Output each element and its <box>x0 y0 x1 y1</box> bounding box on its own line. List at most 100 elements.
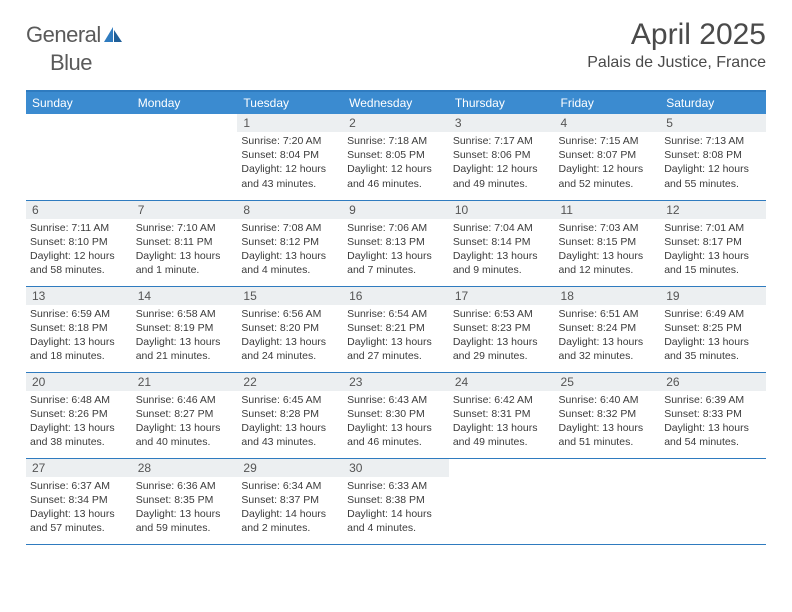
day-number: 27 <box>26 459 132 477</box>
daylight-text: Daylight: 14 hours and 2 minutes. <box>241 507 339 535</box>
sunrise-text: Sunrise: 7:15 AM <box>559 134 657 148</box>
sunrise-text: Sunrise: 7:17 AM <box>453 134 551 148</box>
daylight-text: Daylight: 13 hours and 15 minutes. <box>664 249 762 277</box>
day-number: 22 <box>237 373 343 391</box>
day-number: 12 <box>660 201 766 219</box>
brand-part2: Blue <box>50 50 92 75</box>
calendar-cell: 8Sunrise: 7:08 AMSunset: 8:12 PMDaylight… <box>237 200 343 286</box>
day-number: 4 <box>555 114 661 132</box>
sunrise-text: Sunrise: 7:06 AM <box>347 221 445 235</box>
calendar-cell <box>26 114 132 200</box>
sunset-text: Sunset: 8:14 PM <box>453 235 551 249</box>
calendar-cell: 17Sunrise: 6:53 AMSunset: 8:23 PMDayligh… <box>449 286 555 372</box>
calendar-cell <box>449 458 555 544</box>
calendar-cell: 16Sunrise: 6:54 AMSunset: 8:21 PMDayligh… <box>343 286 449 372</box>
sun-info: Sunrise: 6:33 AMSunset: 8:38 PMDaylight:… <box>343 477 449 536</box>
sunset-text: Sunset: 8:30 PM <box>347 407 445 421</box>
sun-info: Sunrise: 6:56 AMSunset: 8:20 PMDaylight:… <box>237 305 343 364</box>
day-number: 18 <box>555 287 661 305</box>
calendar-cell: 30Sunrise: 6:33 AMSunset: 8:38 PMDayligh… <box>343 458 449 544</box>
daylight-text: Daylight: 12 hours and 55 minutes. <box>664 162 762 190</box>
sunset-text: Sunset: 8:28 PM <box>241 407 339 421</box>
sun-info: Sunrise: 7:01 AMSunset: 8:17 PMDaylight:… <box>660 219 766 278</box>
calendar-row: 13Sunrise: 6:59 AMSunset: 8:18 PMDayligh… <box>26 286 766 372</box>
sunrise-text: Sunrise: 6:42 AM <box>453 393 551 407</box>
daylight-text: Daylight: 13 hours and 18 minutes. <box>30 335 128 363</box>
day-number: 2 <box>343 114 449 132</box>
sunset-text: Sunset: 8:24 PM <box>559 321 657 335</box>
calendar-cell: 7Sunrise: 7:10 AMSunset: 8:11 PMDaylight… <box>132 200 238 286</box>
sunset-text: Sunset: 8:13 PM <box>347 235 445 249</box>
daylight-text: Daylight: 13 hours and 27 minutes. <box>347 335 445 363</box>
sunset-text: Sunset: 8:20 PM <box>241 321 339 335</box>
sunrise-text: Sunrise: 6:56 AM <box>241 307 339 321</box>
dayhead-fri: Friday <box>555 91 661 114</box>
day-number: 29 <box>237 459 343 477</box>
sunset-text: Sunset: 8:17 PM <box>664 235 762 249</box>
calendar-cell: 18Sunrise: 6:51 AMSunset: 8:24 PMDayligh… <box>555 286 661 372</box>
sun-info: Sunrise: 6:36 AMSunset: 8:35 PMDaylight:… <box>132 477 238 536</box>
sunrise-text: Sunrise: 7:11 AM <box>30 221 128 235</box>
calendar-cell: 15Sunrise: 6:56 AMSunset: 8:20 PMDayligh… <box>237 286 343 372</box>
sunset-text: Sunset: 8:18 PM <box>30 321 128 335</box>
sun-info: Sunrise: 6:58 AMSunset: 8:19 PMDaylight:… <box>132 305 238 364</box>
daylight-text: Daylight: 13 hours and 7 minutes. <box>347 249 445 277</box>
calendar-table: Sunday Monday Tuesday Wednesday Thursday… <box>26 90 766 545</box>
calendar-cell: 6Sunrise: 7:11 AMSunset: 8:10 PMDaylight… <box>26 200 132 286</box>
daylight-text: Daylight: 12 hours and 58 minutes. <box>30 249 128 277</box>
sun-info: Sunrise: 6:43 AMSunset: 8:30 PMDaylight:… <box>343 391 449 450</box>
sunrise-text: Sunrise: 7:20 AM <box>241 134 339 148</box>
calendar-cell <box>555 458 661 544</box>
day-number: 17 <box>449 287 555 305</box>
sun-info: Sunrise: 6:49 AMSunset: 8:25 PMDaylight:… <box>660 305 766 364</box>
sunrise-text: Sunrise: 7:01 AM <box>664 221 762 235</box>
sunset-text: Sunset: 8:26 PM <box>30 407 128 421</box>
calendar-cell: 20Sunrise: 6:48 AMSunset: 8:26 PMDayligh… <box>26 372 132 458</box>
sunset-text: Sunset: 8:08 PM <box>664 148 762 162</box>
calendar-cell: 3 Sunrise: 7:17 AMSunset: 8:06 PMDaylight… <box>449 114 555 200</box>
day-number: 3 <box>449 114 555 132</box>
day-number: 13 <box>26 287 132 305</box>
daylight-text: Daylight: 13 hours and 35 minutes. <box>664 335 762 363</box>
location-label: Palais de Justice, France <box>587 54 766 72</box>
sunset-text: Sunset: 8:06 PM <box>453 148 551 162</box>
calendar-cell: 21Sunrise: 6:46 AMSunset: 8:27 PMDayligh… <box>132 372 238 458</box>
sun-info: Sunrise: 6:45 AMSunset: 8:28 PMDaylight:… <box>237 391 343 450</box>
calendar-page: General April 2025 Palais de Justice, Fr… <box>0 0 792 555</box>
sunrise-text: Sunrise: 6:53 AM <box>453 307 551 321</box>
sunrise-text: Sunrise: 7:18 AM <box>347 134 445 148</box>
sun-info: Sunrise: 7:18 AMSunset: 8:05 PMDaylight:… <box>343 132 449 191</box>
sunset-text: Sunset: 8:12 PM <box>241 235 339 249</box>
day-number <box>26 114 132 118</box>
sunrise-text: Sunrise: 6:54 AM <box>347 307 445 321</box>
dayhead-mon: Monday <box>132 91 238 114</box>
calendar-cell <box>132 114 238 200</box>
sun-info: Sunrise: 7:06 AMSunset: 8:13 PMDaylight:… <box>343 219 449 278</box>
daylight-text: Daylight: 12 hours and 49 minutes. <box>453 162 551 190</box>
day-number: 1 <box>237 114 343 132</box>
daylight-text: Daylight: 13 hours and 24 minutes. <box>241 335 339 363</box>
day-number: 20 <box>26 373 132 391</box>
dayhead-thu: Thursday <box>449 91 555 114</box>
day-number: 14 <box>132 287 238 305</box>
daylight-text: Daylight: 12 hours and 43 minutes. <box>241 162 339 190</box>
calendar-row: 6Sunrise: 7:11 AMSunset: 8:10 PMDaylight… <box>26 200 766 286</box>
calendar-cell: 2Sunrise: 7:18 AMSunset: 8:05 PMDaylight… <box>343 114 449 200</box>
sunrise-text: Sunrise: 6:51 AM <box>559 307 657 321</box>
brand-logo: General <box>26 22 125 48</box>
sun-info: Sunrise: 7:15 AMSunset: 8:07 PMDaylight:… <box>555 132 661 191</box>
day-number: 26 <box>660 373 766 391</box>
sunrise-text: Sunrise: 7:13 AM <box>664 134 762 148</box>
sun-info: Sunrise: 7:04 AMSunset: 8:14 PMDaylight:… <box>449 219 555 278</box>
sun-info: Sunrise: 6:59 AMSunset: 8:18 PMDaylight:… <box>26 305 132 364</box>
sunset-text: Sunset: 8:32 PM <box>559 407 657 421</box>
sun-info: Sunrise: 6:54 AMSunset: 8:21 PMDaylight:… <box>343 305 449 364</box>
sunset-text: Sunset: 8:21 PM <box>347 321 445 335</box>
day-number: 8 <box>237 201 343 219</box>
calendar-cell: 19Sunrise: 6:49 AMSunset: 8:25 PMDayligh… <box>660 286 766 372</box>
dayhead-tue: Tuesday <box>237 91 343 114</box>
day-number: 25 <box>555 373 661 391</box>
day-number: 30 <box>343 459 449 477</box>
day-header-row: Sunday Monday Tuesday Wednesday Thursday… <box>26 91 766 114</box>
sun-info: Sunrise: 7:03 AMSunset: 8:15 PMDaylight:… <box>555 219 661 278</box>
